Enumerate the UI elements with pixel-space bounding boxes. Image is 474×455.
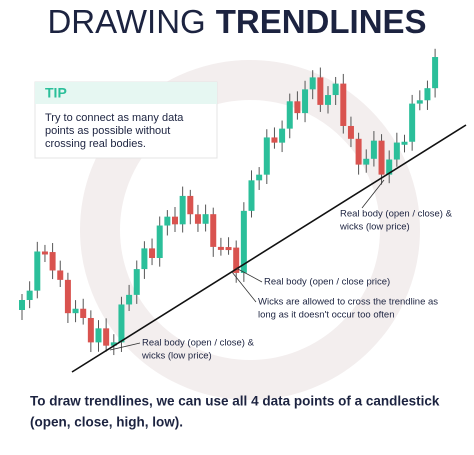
annotation: Real body (open / close) &: [340, 209, 453, 220]
candle-body: [370, 140, 377, 159]
connector: [361, 179, 385, 209]
candle-body: [279, 128, 286, 143]
tip-line: crossing real bodies.: [45, 138, 146, 150]
candle-body: [240, 210, 247, 273]
annotation: Real body (open / close) &: [142, 338, 255, 349]
candles: [19, 48, 439, 356]
title-bold: TRENDLINES: [216, 3, 427, 40]
candle-body: [164, 216, 171, 226]
tip-header: [35, 82, 217, 104]
candle-body: [194, 214, 201, 224]
title-light: DRAWING: [47, 3, 205, 40]
candle-body: [49, 252, 56, 271]
candle-body: [309, 77, 316, 90]
title: DRAWING TRENDLINES: [47, 3, 426, 40]
candle-body: [363, 158, 370, 165]
caption-line: To draw trendlines, we can use all 4 dat…: [30, 394, 440, 409]
candle-body: [263, 137, 270, 175]
tip-line: points as possible without: [45, 125, 170, 137]
annotation: Real body (open / close price): [264, 277, 390, 288]
candle-body: [41, 251, 48, 255]
candle-body: [340, 83, 347, 126]
connector: [235, 267, 263, 283]
annotations: Real body (open / close) & wicks (low pri…: [141, 209, 453, 362]
candle-body: [179, 195, 186, 225]
candle-body: [118, 304, 125, 343]
candle-body: [19, 300, 25, 310]
candle-body: [271, 137, 278, 143]
candle-body: [141, 248, 148, 270]
candle-body: [378, 140, 385, 175]
candle-body: [355, 138, 362, 165]
candle-body: [57, 270, 64, 280]
candle-body: [401, 141, 408, 145]
annotation: long as it doesn't occur too often: [258, 310, 394, 321]
connector: [109, 342, 141, 351]
candle-body: [64, 279, 71, 314]
candle-body: [416, 100, 423, 104]
caption-line: (open, close, high, low).: [30, 415, 183, 430]
candle-body: [87, 317, 94, 343]
candle-body: [72, 308, 79, 314]
candle-body: [126, 294, 133, 305]
candle-body: [424, 88, 431, 101]
watermark: [80, 60, 420, 400]
candle-body: [248, 180, 255, 211]
candle-body: [233, 247, 240, 273]
candle-body: [210, 214, 217, 247]
connector: [231, 271, 257, 303]
candle-body: [26, 290, 33, 300]
candle-body: [133, 269, 140, 295]
candle-body: [110, 342, 117, 346]
candle-body: [225, 247, 232, 251]
tip-label: TIP: [45, 85, 67, 101]
candle-body: [149, 248, 156, 259]
annotation: wicks (low price): [141, 351, 212, 362]
tip-line: Try to connect as many data: [45, 112, 184, 124]
annotation: Wicks are allowed to cross the trendline…: [258, 297, 438, 308]
candle-body: [432, 57, 439, 89]
annotation: wicks (low price): [339, 222, 410, 233]
candle-body: [95, 328, 102, 343]
candle-body: [286, 101, 293, 129]
candle-body: [386, 159, 393, 175]
candle-body: [103, 328, 110, 346]
candle-body: [202, 214, 209, 224]
candle-body: [302, 89, 309, 114]
candle-body: [156, 225, 163, 259]
candle-body: [172, 216, 178, 225]
candle-body: [332, 83, 339, 96]
candle-body: [217, 246, 224, 250]
candle-body: [80, 308, 87, 318]
candle-body: [393, 142, 400, 160]
candle-body: [34, 251, 41, 291]
caption: To draw trendlines, we can use all 4 dat…: [30, 394, 440, 430]
candle-body: [317, 77, 324, 105]
candle-body: [187, 195, 194, 215]
candle-body: [409, 103, 416, 142]
trendline: [71, 124, 467, 373]
candle-body: [256, 174, 263, 181]
candle-body: [325, 95, 331, 105]
candle-body: [294, 101, 301, 114]
candle-body: [347, 125, 354, 139]
